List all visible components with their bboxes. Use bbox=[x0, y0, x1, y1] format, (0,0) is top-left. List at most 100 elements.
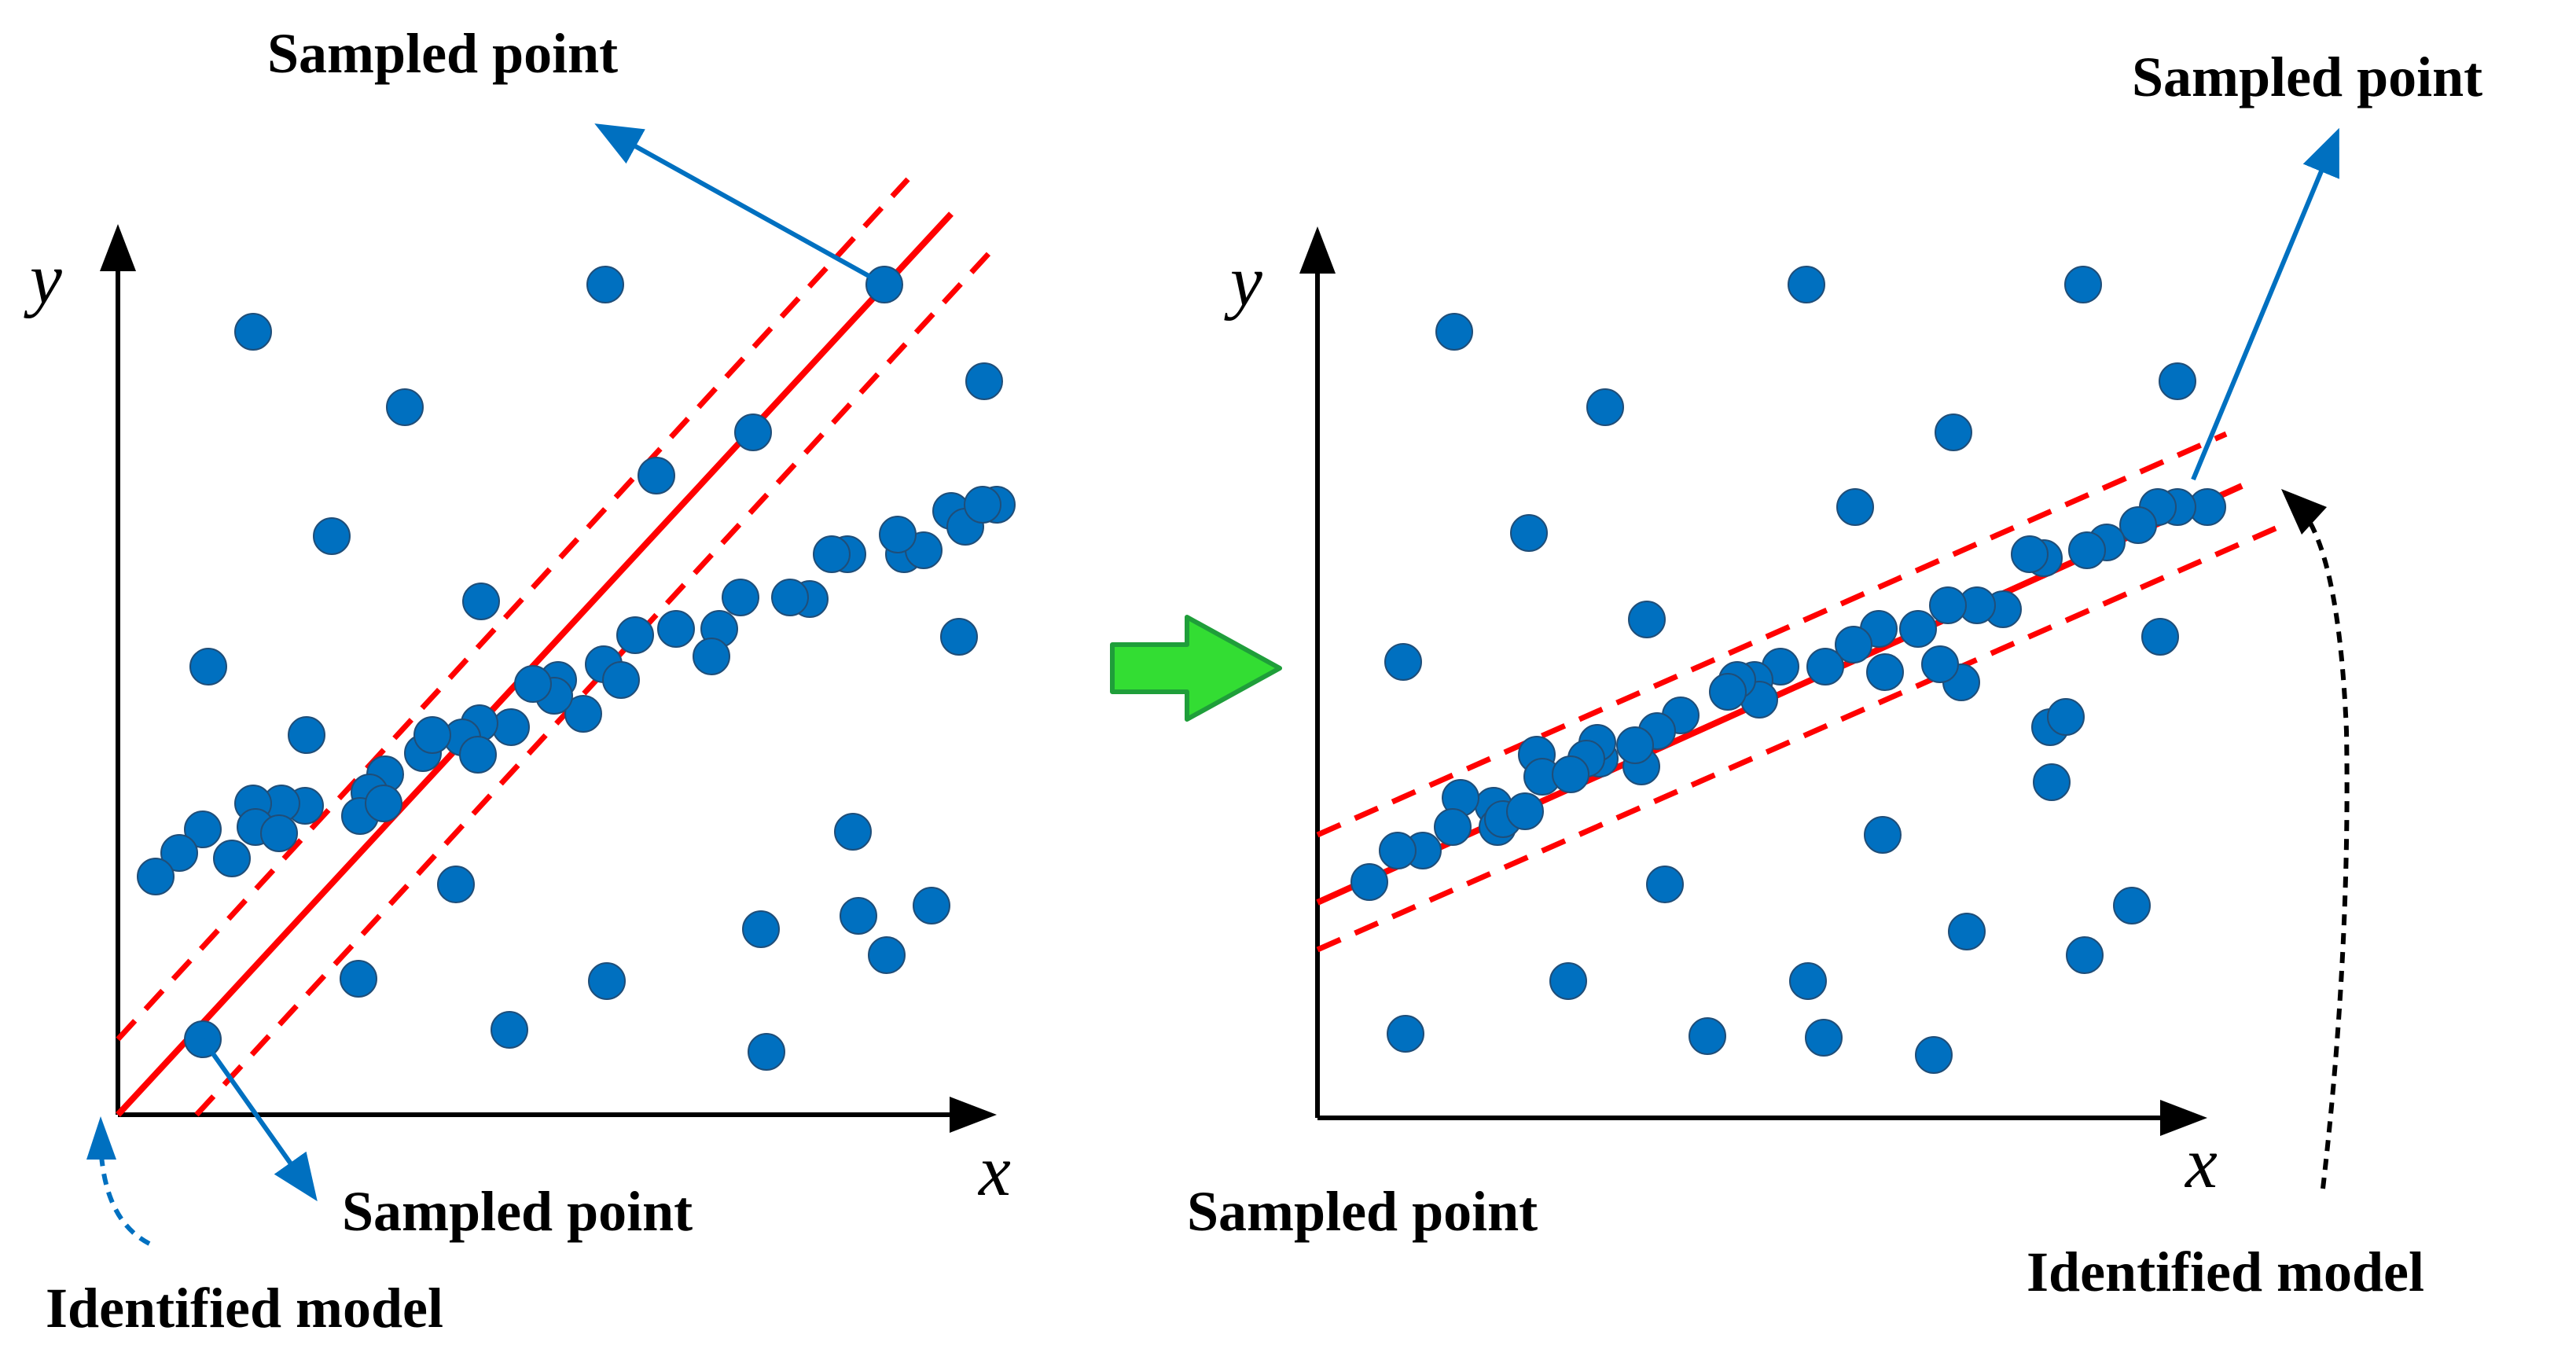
right-y-axis-label: y bbox=[1224, 241, 1262, 321]
left-data-point bbox=[137, 858, 175, 895]
left-data-point bbox=[964, 486, 1001, 524]
left-model bbox=[116, 177, 994, 1117]
left-data-point bbox=[234, 313, 272, 351]
left-upper-threshold bbox=[116, 177, 910, 1042]
left-identified-model-label: Identified model bbox=[46, 1277, 443, 1340]
left-data-point bbox=[184, 810, 222, 848]
left-data-point bbox=[288, 716, 325, 754]
left-data-point bbox=[189, 648, 227, 686]
right-upper-threshold bbox=[1316, 431, 2228, 838]
left-data-point bbox=[260, 814, 298, 852]
right-data-point bbox=[1806, 648, 1844, 686]
left-identified-model-arrow bbox=[98, 1143, 151, 1246]
left-data-point bbox=[813, 535, 851, 573]
left-data-point bbox=[160, 834, 198, 872]
left-data-point bbox=[840, 897, 877, 935]
right-data-point bbox=[2068, 531, 2106, 569]
right-panel: y x Sampled point Sampled point Identifi… bbox=[1187, 46, 2482, 1303]
left-data-point bbox=[459, 736, 497, 774]
right-data-point bbox=[1915, 1036, 1953, 1074]
left-y-axis-label: y bbox=[24, 238, 62, 318]
right-sampled-point-bottom-label: Sampled point bbox=[1187, 1180, 1538, 1243]
left-data-point bbox=[693, 638, 730, 675]
right-data-point bbox=[1935, 414, 1972, 451]
left-panel: y x Sampled point Sampled point Identifi… bbox=[24, 22, 1016, 1340]
right-lower-threshold bbox=[1316, 525, 2277, 953]
left-data-point bbox=[602, 661, 640, 699]
right-data-point bbox=[1435, 313, 1473, 351]
right-identified-model-arrowhead-icon bbox=[2281, 489, 2327, 535]
right-data-point bbox=[1921, 645, 1959, 683]
left-data-point bbox=[742, 910, 780, 948]
right-data-point bbox=[1586, 388, 1624, 426]
left-fit-line bbox=[116, 211, 954, 1117]
right-arrow-icon bbox=[1110, 615, 1282, 722]
right-data-point bbox=[2033, 763, 2071, 801]
left-data-point bbox=[734, 414, 772, 451]
left-sampled-point-top-label: Sampled point bbox=[267, 22, 618, 85]
right-sampled-point-top-arrow bbox=[2191, 127, 2339, 481]
left-lower-threshold bbox=[194, 248, 994, 1117]
right-data-point bbox=[2141, 618, 2179, 656]
left-data-point bbox=[491, 1011, 528, 1049]
right-data-point bbox=[1864, 816, 1902, 854]
right-data-point bbox=[1510, 514, 1548, 552]
left-axes: y x bbox=[24, 224, 1011, 1211]
left-data-point bbox=[564, 695, 602, 733]
right-data-point bbox=[1387, 1015, 1424, 1053]
right-data-point bbox=[1552, 755, 1589, 793]
right-data-point bbox=[2159, 362, 2196, 400]
left-identified-model-arrowhead-icon bbox=[86, 1116, 116, 1160]
right-data-point bbox=[1350, 863, 1388, 901]
right-data-points bbox=[1350, 266, 2226, 1074]
right-axes: y x bbox=[1224, 226, 2218, 1203]
right-data-point bbox=[1628, 601, 1666, 638]
left-data-point bbox=[462, 583, 500, 620]
left-data-point bbox=[588, 962, 626, 1000]
left-data-point bbox=[940, 618, 978, 656]
left-data-point bbox=[868, 936, 906, 974]
right-data-point bbox=[1835, 626, 1872, 663]
right-identified-model-label: Identified model bbox=[2027, 1241, 2424, 1303]
right-data-point bbox=[1836, 488, 1874, 526]
left-y-arrowhead-icon bbox=[100, 224, 136, 271]
right-data-point bbox=[1866, 653, 1904, 691]
right-data-point bbox=[2066, 936, 2104, 974]
left-sampled-point-bottom-arrow bbox=[200, 1038, 318, 1202]
right-sampled-point-top-label: Sampled point bbox=[2132, 46, 2482, 108]
left-data-point bbox=[965, 362, 1003, 400]
right-identified-model-arrow bbox=[2293, 501, 2350, 1189]
left-data-point bbox=[340, 960, 377, 998]
right-data-point bbox=[1616, 726, 1654, 764]
left-data-point bbox=[492, 708, 530, 746]
right-data-point bbox=[1929, 586, 1967, 624]
right-data-point bbox=[1379, 832, 1417, 869]
left-data-point bbox=[834, 813, 872, 851]
left-data-point bbox=[748, 1033, 785, 1071]
left-data-point bbox=[313, 517, 351, 555]
right-data-point bbox=[2064, 266, 2102, 303]
right-data-point bbox=[2047, 698, 2085, 736]
left-data-point bbox=[386, 388, 424, 426]
left-data-point bbox=[879, 516, 917, 553]
left-data-point bbox=[365, 785, 402, 822]
right-data-point bbox=[1899, 610, 1937, 648]
right-data-point bbox=[2119, 506, 2157, 544]
right-y-arrowhead-icon bbox=[1299, 226, 1336, 274]
left-data-point bbox=[413, 716, 451, 754]
right-data-point bbox=[1805, 1019, 1843, 1057]
right-data-point bbox=[1646, 866, 1684, 903]
left-data-point bbox=[616, 616, 654, 654]
right-data-point bbox=[1709, 673, 1747, 711]
left-data-points bbox=[137, 266, 1016, 1071]
right-data-point bbox=[1689, 1017, 1726, 1055]
right-data-point bbox=[1549, 962, 1587, 1000]
left-data-point bbox=[437, 866, 475, 903]
right-data-point bbox=[1434, 808, 1472, 846]
right-data-point bbox=[2011, 535, 2049, 573]
right-data-point bbox=[1506, 792, 1544, 830]
right-data-point bbox=[2113, 887, 2151, 924]
left-x-arrowhead-icon bbox=[950, 1097, 997, 1133]
left-data-point bbox=[771, 579, 809, 616]
